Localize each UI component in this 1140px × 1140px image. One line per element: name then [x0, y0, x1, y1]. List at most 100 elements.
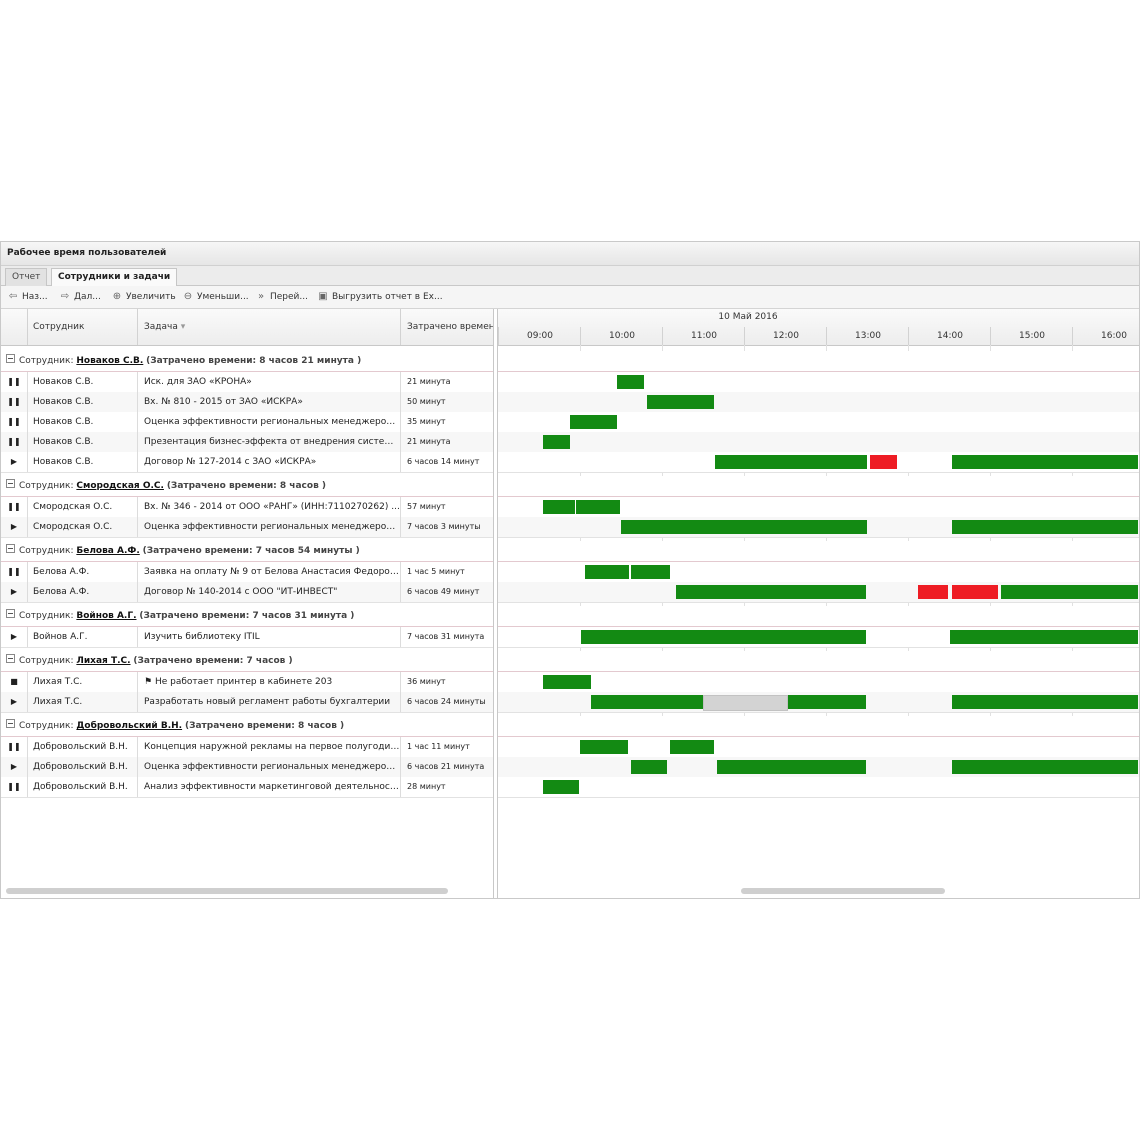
task-cell[interactable]: Анализ эффективности маркетинговой деяте… [139, 777, 401, 797]
column-employee[interactable]: Сотрудник [28, 309, 138, 345]
horizontal-scrollbar[interactable] [6, 888, 448, 894]
collapse-icon[interactable] [6, 544, 15, 553]
pause-icon[interactable]: ❚❚ [1, 777, 28, 797]
gantt-bar-work[interactable] [630, 565, 671, 579]
task-cell[interactable]: Концепция наружной рекламы на первое пол… [139, 737, 401, 757]
collapse-icon[interactable] [6, 719, 15, 728]
task-cell[interactable]: Изучить библиотеку ITIL [139, 627, 401, 647]
table-row[interactable]: ❚❚ Добровольский В.Н. Концепция наружной р… [1, 737, 493, 758]
gantt-bar-alert[interactable] [869, 455, 898, 469]
gantt-bar-work[interactable] [670, 740, 714, 754]
play-icon[interactable]: ▶ [1, 757, 28, 777]
gantt-bar-work[interactable] [716, 760, 866, 774]
group-header[interactable]: Сотрудник: Смородская О.С. (Затрачено вр… [1, 476, 493, 498]
table-row[interactable]: ❚❚ Новаков С.В. Оценка эффективности регио… [1, 412, 493, 433]
task-cell[interactable]: Договор № 127-2014 с ЗАО «ИСКРА» [139, 452, 401, 472]
gantt-bar-work[interactable] [585, 565, 630, 579]
column-time[interactable]: Затрачено времени [407, 322, 493, 332]
column-task[interactable]: Задача ▾ [139, 309, 401, 345]
task-cell[interactable]: Оценка эффективности региональных менедж… [139, 757, 401, 777]
table-row[interactable]: ❚❚ Новаков С.В. Иск. для ЗАО «КРОНА» 21 мин… [1, 372, 493, 393]
gantt-bar-work[interactable] [616, 375, 645, 389]
group-header[interactable]: Сотрудник: Лихая Т.С. (Затрачено времени… [1, 651, 493, 673]
play-icon[interactable]: ▶ [1, 452, 28, 472]
gantt-bar-work[interactable] [675, 585, 866, 599]
pause-icon[interactable]: ❚❚ [1, 497, 28, 517]
table-row[interactable]: ■ Лихая Т.С. ⚑ Не работает принтер в кабин… [1, 672, 493, 693]
gantt-bar-work[interactable] [715, 455, 867, 469]
table-row[interactable]: ❚❚ Смородская О.С. Вх. № 346 - 2014 от ООО… [1, 497, 493, 518]
group-header[interactable]: Сотрудник: Добровольский В.Н. (Затрачено… [1, 716, 493, 738]
pause-icon[interactable]: ❚❚ [1, 372, 28, 392]
goto-button[interactable]: » Перей... [255, 291, 308, 303]
task-cell[interactable]: Заявка на оплату № 9 от Белова Анастасия… [139, 562, 401, 582]
pause-icon[interactable]: ❚❚ [1, 432, 28, 452]
gantt-bar-work[interactable] [543, 675, 591, 689]
table-row[interactable]: ▶ Новаков С.В. Договор № 127-2014 с ЗАО «И… [1, 452, 493, 473]
pause-icon[interactable]: ❚❚ [1, 737, 28, 757]
table-row[interactable]: ▶ Войнов А.Г. Изучить библиотеку ITIL 7 час… [1, 627, 493, 648]
zoom-out-button[interactable]: ⊖ Уменьши... [183, 291, 249, 302]
collapse-icon[interactable] [6, 479, 15, 488]
gantt-bar-work[interactable] [581, 630, 866, 644]
gantt-bar-work[interactable] [646, 395, 714, 409]
gantt-bar-work[interactable] [621, 520, 867, 534]
play-icon[interactable]: ▶ [1, 582, 28, 602]
table-row[interactable]: ❚❚ Новаков С.В. Презентация бизнес-эффекта… [1, 432, 493, 453]
table-row[interactable]: ▶ Добровольский В.Н. Оценка эффективности … [1, 757, 493, 778]
gantt-bar-work[interactable] [575, 500, 620, 514]
tab-report[interactable]: Отчет [5, 268, 48, 286]
gantt-bar-work[interactable] [630, 760, 668, 774]
table-row[interactable]: ▶ Белова А.Ф. Договор № 140-2014 с ООО "ИТ… [1, 582, 493, 603]
task-cell[interactable]: Иск. для ЗАО «КРОНА» [139, 372, 401, 392]
gantt-bar-work[interactable] [951, 520, 1138, 534]
gantt-bar-alert[interactable] [917, 585, 948, 599]
gantt-bar-work[interactable] [543, 780, 579, 794]
gantt-bar-work[interactable] [951, 695, 1138, 709]
pause-icon[interactable]: ❚❚ [1, 392, 28, 412]
table-row[interactable]: ▶ Лихая Т.С. Разработать новый регламент р… [1, 692, 493, 713]
table-row[interactable]: ❚❚ Белова А.Ф. Заявка на оплату № 9 от Бел… [1, 562, 493, 583]
collapse-icon[interactable] [6, 354, 15, 363]
gantt-bar-work[interactable] [950, 630, 1138, 644]
pause-icon[interactable]: ❚❚ [1, 412, 28, 432]
task-cell[interactable]: Вх. № 810 - 2015 от ЗАО «ИСКРА» [139, 392, 401, 412]
gantt-bar-work[interactable] [951, 455, 1138, 469]
gantt-bar-work[interactable] [543, 500, 575, 514]
table-row[interactable]: ❚❚ Новаков С.В. Вх. № 810 - 2015 от ЗАО «И… [1, 392, 493, 413]
gantt-bar-work[interactable] [951, 760, 1138, 774]
group-header[interactable]: Сотрудник: Белова А.Ф. (Затрачено времен… [1, 541, 493, 563]
play-icon[interactable]: ▶ [1, 627, 28, 647]
task-cell[interactable]: Разработать новый регламент работы бухга… [139, 692, 401, 712]
gantt-bar-work[interactable] [590, 695, 703, 709]
task-cell[interactable]: Договор № 140-2014 с ООО "ИТ-ИНВЕСТ" [139, 582, 401, 602]
collapse-icon[interactable] [6, 654, 15, 663]
gantt-bar-alert[interactable] [951, 585, 999, 599]
gantt-bar-work[interactable] [543, 435, 571, 449]
play-icon[interactable]: ▶ [1, 692, 28, 712]
gantt-bar-paused[interactable] [703, 695, 789, 711]
stop-icon[interactable]: ■ [1, 672, 28, 692]
export-excel-button[interactable]: ▣ Выгрузить отчет в Ex... [318, 291, 443, 302]
gantt-bar-work[interactable] [1000, 585, 1138, 599]
gantt-bar-work[interactable] [787, 695, 866, 709]
task-cell[interactable]: ⚑ Не работает принтер в кабинете 203 [139, 672, 401, 692]
pause-icon[interactable]: ❚❚ [1, 562, 28, 582]
table-row[interactable]: ▶ Смородская О.С. Оценка эффективности рег… [1, 517, 493, 538]
play-icon[interactable]: ▶ [1, 517, 28, 537]
group-header[interactable]: Сотрудник: Войнов А.Г. (Затрачено времен… [1, 606, 493, 628]
back-button[interactable]: ⇦ Наз... [8, 291, 48, 302]
task-cell[interactable]: Оценка эффективности региональных менедж… [139, 412, 401, 432]
task-cell[interactable]: Оценка эффективности региональных менедж… [139, 517, 401, 537]
task-cell[interactable]: Вх. № 346 - 2014 от ООО «РАНГ» (ИНН:7110… [139, 497, 401, 517]
table-row[interactable]: ❚❚ Добровольский В.Н. Анализ эффективности… [1, 777, 493, 798]
forward-button[interactable]: ⇨ Дал... [60, 291, 101, 302]
group-header[interactable]: Сотрудник: Новаков С.В. (Затрачено време… [1, 351, 493, 373]
gantt-bar-work[interactable] [580, 740, 628, 754]
tab-employees-tasks[interactable]: Сотрудники и задачи [51, 268, 178, 286]
zoom-in-button[interactable]: ⊕ Увеличить [112, 291, 176, 302]
collapse-icon[interactable] [6, 609, 15, 618]
task-cell[interactable]: Презентация бизнес-эффекта от внедрения … [139, 432, 401, 452]
gantt-bar-work[interactable] [570, 415, 617, 429]
gantt-horizontal-scrollbar[interactable] [741, 888, 945, 894]
